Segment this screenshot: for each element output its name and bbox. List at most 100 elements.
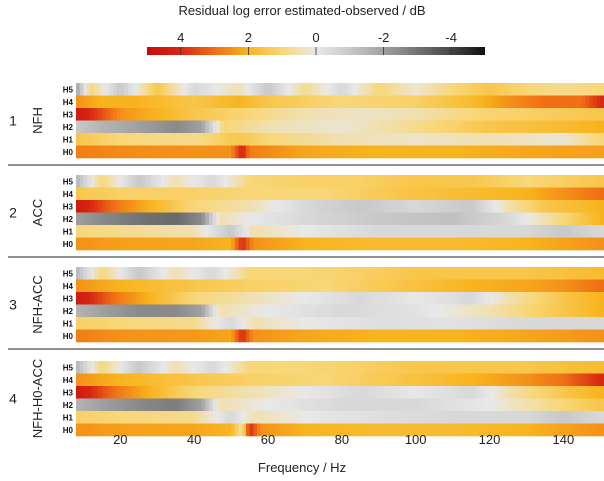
heatmap-cell <box>504 361 509 374</box>
heatmap-cell <box>426 373 431 387</box>
heatmap-cell <box>260 187 265 201</box>
x-axis-label: Frequency / Hz <box>257 460 347 475</box>
heatmap-cell <box>120 373 125 387</box>
heatmap-cell <box>153 187 158 201</box>
heatmap-cell <box>164 145 169 159</box>
heatmap-cell <box>256 83 262 96</box>
heatmap-cell <box>434 317 439 330</box>
row-label: H3 <box>63 202 74 211</box>
heatmap-cell <box>194 411 199 424</box>
heatmap-cell <box>471 398 476 412</box>
heatmap-cell <box>249 145 254 159</box>
heatmap-cell <box>94 95 99 109</box>
heatmap-cell <box>83 317 88 330</box>
heatmap-cell <box>94 279 99 293</box>
heatmap-cell <box>168 108 173 121</box>
heatmap-cell <box>456 386 461 399</box>
heatmap-cell <box>87 133 92 146</box>
heatmap-cell <box>496 237 502 251</box>
heatmap-cell <box>131 83 136 96</box>
heatmap-cell <box>319 95 324 109</box>
heatmap-cell <box>426 386 431 399</box>
heatmap-cell <box>190 175 195 188</box>
heatmap-cell <box>345 411 350 424</box>
heatmap-cell <box>98 292 103 305</box>
heatmap-cell <box>164 175 169 188</box>
heatmap-cell <box>212 423 217 437</box>
heatmap-cell <box>404 411 409 424</box>
heatmap-cell <box>90 175 95 188</box>
heatmap-cell <box>197 237 202 251</box>
heatmap-cell <box>138 237 143 251</box>
heatmap-cell <box>467 212 472 226</box>
heatmap-cell <box>79 133 84 146</box>
row-label: H4 <box>63 190 74 199</box>
heatmap-cell <box>382 95 387 109</box>
heatmap-cell <box>238 175 243 188</box>
heatmap-cell <box>397 304 402 318</box>
heatmap-cell <box>522 95 527 109</box>
heatmap-cell <box>452 108 457 121</box>
heatmap-cell <box>308 386 313 399</box>
heatmap-cell <box>83 304 88 318</box>
heatmap-cell <box>364 292 369 305</box>
heatmap-cell <box>504 329 509 343</box>
heatmap-cell <box>175 373 180 387</box>
heatmap-cell <box>493 175 498 188</box>
heatmap-cell <box>515 411 520 424</box>
heatmap-cell <box>323 329 328 343</box>
heatmap-cell <box>600 212 604 226</box>
heatmap-cell <box>308 411 313 424</box>
heatmap-cell <box>183 225 188 238</box>
heatmap-cell <box>548 267 553 280</box>
heatmap-cell <box>400 361 406 374</box>
heatmap-cell <box>541 212 546 226</box>
heatmap-cell <box>231 361 236 374</box>
heatmap-cell <box>186 175 191 188</box>
heatmap-cell <box>327 267 332 280</box>
heatmap-cell <box>511 120 516 134</box>
heatmap-cell <box>186 133 191 146</box>
heatmap-cell <box>179 279 184 293</box>
heatmap-cell <box>308 145 313 159</box>
heatmap-cell <box>478 423 483 437</box>
heatmap-cell <box>504 145 509 159</box>
heatmap-cell <box>526 373 531 387</box>
heatmap-cell <box>526 175 531 188</box>
heatmap-cell <box>105 200 110 213</box>
heatmap-cell <box>256 225 262 238</box>
heatmap-cell <box>570 95 575 109</box>
heatmap-cell <box>334 373 339 387</box>
heatmap-cell <box>423 279 428 293</box>
heatmap-cell <box>149 279 154 293</box>
heatmap-cell <box>153 83 158 96</box>
heatmap-cell <box>186 304 191 318</box>
heatmap-cell <box>201 423 206 437</box>
heatmap-cell <box>120 237 125 251</box>
heatmap-cell <box>220 411 225 424</box>
heatmap-cell <box>445 200 450 213</box>
heatmap-cell <box>297 133 302 146</box>
heatmap-cell <box>493 133 498 146</box>
heatmap-cell <box>83 386 88 399</box>
heatmap-cell <box>515 120 520 134</box>
heatmap-cell <box>279 175 284 188</box>
heatmap-cell <box>511 411 516 424</box>
heatmap-cell <box>460 237 465 251</box>
heatmap-cell <box>567 304 572 318</box>
heatmap-cell <box>260 200 265 213</box>
heatmap-cell <box>352 108 358 121</box>
heatmap-cell <box>360 279 365 293</box>
heatmap-cell <box>364 145 369 159</box>
heatmap-cell <box>456 361 461 374</box>
heatmap-cell <box>216 120 221 134</box>
heatmap-cell <box>408 120 413 134</box>
heatmap-cell <box>400 133 406 146</box>
heatmap-cell <box>559 386 564 399</box>
heatmap-cell <box>511 108 516 121</box>
heatmap-cell <box>164 83 169 96</box>
heatmap-cell <box>463 398 468 412</box>
heatmap-cell <box>367 200 372 213</box>
heatmap-cell <box>231 279 236 293</box>
heatmap-cell <box>485 200 490 213</box>
